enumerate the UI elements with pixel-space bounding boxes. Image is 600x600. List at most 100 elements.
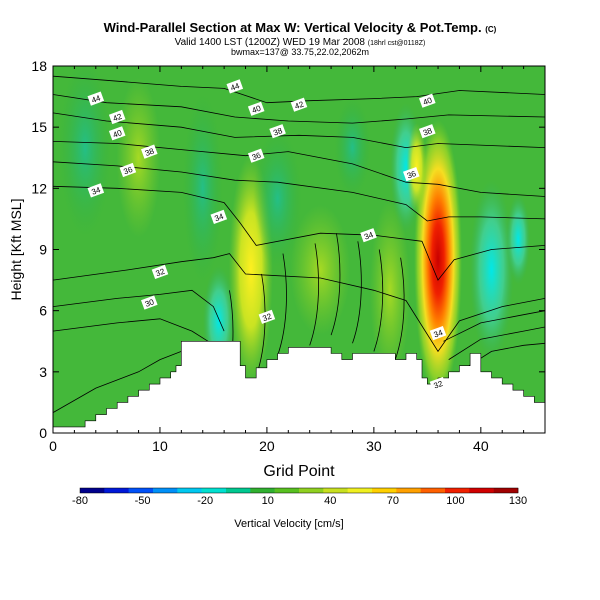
isentrope-line bbox=[309, 243, 319, 346]
contour-label: 32 bbox=[258, 309, 276, 324]
contour-label-text: 44 bbox=[229, 81, 241, 93]
contour-label: 38 bbox=[141, 144, 158, 159]
isentrope-line bbox=[373, 249, 384, 352]
colorbar-swatch bbox=[469, 488, 494, 493]
chart-title-mark: (C) bbox=[485, 25, 497, 34]
contour-label: 34 bbox=[360, 228, 377, 243]
colorbar-tick-label: -20 bbox=[197, 495, 213, 507]
colorbar-tick-label: 40 bbox=[324, 495, 336, 507]
contour-label: 40 bbox=[247, 101, 265, 116]
isentrope-line bbox=[53, 318, 209, 342]
contour-label-bg bbox=[247, 148, 265, 163]
contour-label-text: 44 bbox=[90, 93, 102, 105]
colorbar-swatch bbox=[396, 488, 421, 493]
contour-label: 34 bbox=[87, 183, 105, 198]
contour-label-text: 38 bbox=[144, 146, 156, 158]
chart-subtitle-location: bwmax=137@ 33.75,22.02,2062m bbox=[231, 47, 369, 57]
isentrope-line bbox=[53, 185, 545, 281]
contour-label-bg bbox=[419, 93, 436, 108]
colorbar-swatch bbox=[372, 488, 397, 493]
y-tick-label: 9 bbox=[39, 242, 47, 258]
contour-label-text: 40 bbox=[112, 128, 124, 140]
contour-label-bg bbox=[403, 167, 420, 182]
contour-label: 44 bbox=[87, 91, 105, 106]
colorbar-tick-label: 100 bbox=[446, 495, 464, 507]
contour-label: 36 bbox=[247, 148, 265, 163]
colorbar-swatch bbox=[153, 488, 178, 493]
isentrope-line bbox=[352, 241, 362, 344]
contour-label-bg bbox=[119, 162, 137, 178]
contour-label-text: 38 bbox=[272, 126, 284, 138]
field-downdraft bbox=[182, 93, 223, 284]
field-downdraft bbox=[469, 179, 514, 360]
y-tick-label: 3 bbox=[39, 364, 47, 380]
contour-label-bg bbox=[419, 124, 436, 139]
chart-title: Wind-Parallel Section at Max W: Vertical… bbox=[103, 20, 497, 35]
contour-label-bg bbox=[108, 109, 126, 125]
contour-label-text: 36 bbox=[251, 150, 263, 162]
contour-label: 32 bbox=[151, 264, 169, 279]
colorbar-swatch bbox=[177, 488, 202, 493]
isentrope-line bbox=[53, 253, 545, 353]
contour-label-bg bbox=[429, 326, 447, 341]
isentrope-line bbox=[53, 75, 545, 104]
x-tick-label: 10 bbox=[152, 438, 168, 454]
colorbar-swatch bbox=[226, 488, 251, 493]
colorbar-swatch bbox=[201, 488, 227, 493]
contour-label-bg bbox=[151, 264, 169, 279]
x-tick-label: 30 bbox=[366, 438, 382, 454]
contour-label-text: 34 bbox=[363, 230, 375, 242]
chart-subtitle-run: (18hrl cst@0118Z) bbox=[367, 40, 426, 47]
y-tick-label: 6 bbox=[39, 303, 47, 319]
contour-label: 38 bbox=[419, 124, 436, 139]
isentrope-line bbox=[443, 310, 545, 342]
contour-label-text: 42 bbox=[112, 112, 124, 124]
colorbar-tick-label: 130 bbox=[509, 495, 527, 507]
contour-label-text: 34 bbox=[90, 185, 102, 197]
contour-label: 38 bbox=[269, 124, 286, 139]
contour-label-text: 42 bbox=[294, 99, 306, 111]
isentrope-line bbox=[53, 351, 182, 413]
contour-label-bg bbox=[226, 79, 244, 94]
colorbar-swatch bbox=[420, 488, 446, 493]
colorbar-tick-label: -80 bbox=[72, 495, 88, 507]
chart-subtitle: Valid 1400 LST (1200Z) WED 19 Mar 2008 (… bbox=[174, 37, 426, 48]
contour-label: 36 bbox=[403, 167, 420, 182]
isentrope-line bbox=[53, 289, 225, 332]
contour-label: 42 bbox=[108, 109, 126, 125]
x-tick-label: 20 bbox=[259, 438, 275, 454]
field-updraft-weak bbox=[369, 200, 410, 381]
colorbar-swatch bbox=[493, 488, 519, 493]
field-downdraft bbox=[334, 97, 371, 198]
colorbar-tick-label: 10 bbox=[262, 495, 274, 507]
field-downdraft-core bbox=[506, 194, 531, 285]
colorbar-swatch bbox=[445, 488, 470, 493]
contour-label-bg bbox=[429, 377, 447, 392]
y-tick-label: 12 bbox=[31, 180, 47, 196]
y-tick-label: 18 bbox=[31, 58, 47, 74]
colorbar-tick-label: -50 bbox=[135, 495, 151, 507]
isentrope-line bbox=[53, 94, 545, 124]
contour-label: 42 bbox=[290, 97, 308, 112]
contour-label-bg bbox=[210, 209, 228, 224]
field-updraft-weak bbox=[290, 204, 351, 335]
contour-label-bg bbox=[87, 91, 105, 106]
colorbar-tick-label: 70 bbox=[387, 495, 399, 507]
contour-label-bg bbox=[87, 183, 105, 198]
contour-label-bg bbox=[290, 97, 308, 112]
isentrope-line bbox=[448, 326, 545, 360]
colorbar-swatch bbox=[274, 488, 300, 493]
contour-label-bg bbox=[141, 295, 158, 310]
contour-label-text: 30 bbox=[144, 297, 156, 309]
contour-label-bg bbox=[258, 309, 276, 324]
x-tick-label: 0 bbox=[49, 438, 57, 454]
contour-label: 34 bbox=[429, 326, 447, 341]
contour-label-text: 38 bbox=[422, 126, 434, 138]
contour-label-text: 34 bbox=[433, 328, 445, 340]
contour-label-text: 36 bbox=[122, 165, 134, 177]
contour-label-text: 40 bbox=[422, 95, 434, 107]
contour-label-text: 32 bbox=[261, 312, 273, 324]
contour-label: 40 bbox=[419, 93, 436, 108]
contour-label-text: 40 bbox=[251, 104, 263, 116]
